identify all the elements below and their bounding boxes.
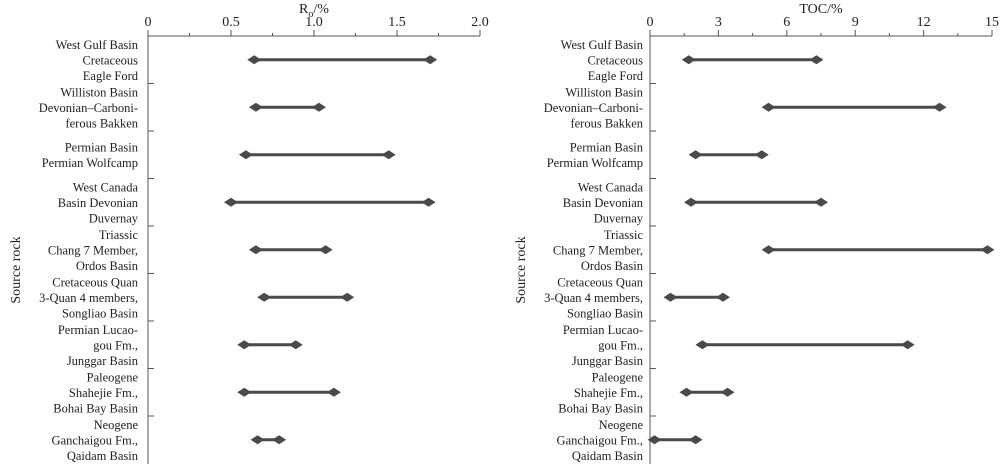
range-max-marker bbox=[715, 292, 730, 302]
y-axis-title: Source rock bbox=[514, 236, 529, 303]
range-min-marker bbox=[224, 197, 238, 207]
range-min-marker bbox=[247, 55, 262, 65]
category-label: West Gulf Basin Cretaceous Eagle Ford bbox=[56, 38, 139, 83]
category-label: West Gulf Basin Cretaceous Eagle Ford bbox=[561, 38, 644, 83]
category-label: Paleogene Shahejie Fm., Bohai Bay Basin bbox=[558, 370, 643, 415]
category-label: West Canada Basin Devonian Duvernay bbox=[563, 180, 644, 225]
category-label: Permian Lucao-gou Fm., Junggar Basin bbox=[58, 323, 139, 368]
category-label: Triassic Chang 7 Member, Ordos Basin bbox=[48, 228, 139, 273]
range-max-marker bbox=[311, 102, 326, 112]
x-tick-label: 1.0 bbox=[305, 15, 323, 30]
range-min-marker bbox=[237, 387, 252, 397]
x-tick-label: 1.5 bbox=[388, 15, 406, 30]
range-min-marker bbox=[695, 340, 710, 350]
category-label: Cretaceous Quan 3-Quan 4 members, Songliao… bbox=[39, 275, 139, 320]
chart-panel-1: 0 0.5 1.0 1.5 2.0 Ro/% Source rock West Gulf Ba… bbox=[9, 2, 489, 464]
x-tick-label: 2.0 bbox=[471, 15, 489, 30]
x-tick-label: 0 bbox=[647, 15, 654, 30]
range-min-marker bbox=[248, 102, 263, 112]
range-max-marker bbox=[814, 197, 828, 207]
category-label: Neogene Ganchaigou Fm., Qaidam Basin bbox=[52, 418, 139, 463]
category-label: Williston Basin Devonian–Carboni-ferous B… bbox=[39, 85, 139, 130]
range-max-marker bbox=[272, 435, 287, 445]
range-max-marker bbox=[932, 102, 947, 112]
range-min-marker bbox=[679, 387, 694, 397]
range-max-marker bbox=[326, 387, 341, 397]
range-min-marker bbox=[761, 245, 776, 255]
category-label: Paleogene Shahejie Fm., Bohai Bay Basin bbox=[53, 370, 138, 415]
category-label: West Canada Basin Devonian Duvernay bbox=[58, 180, 139, 225]
range-max-marker bbox=[809, 55, 824, 65]
range-max-marker bbox=[423, 55, 438, 65]
range-min-marker bbox=[688, 150, 703, 160]
range-max-marker bbox=[340, 292, 355, 302]
range-min-marker bbox=[250, 435, 265, 445]
range-min-marker bbox=[761, 102, 776, 112]
range-min-marker bbox=[663, 292, 678, 302]
range-min-marker bbox=[257, 292, 272, 302]
x-tick-label: 15 bbox=[985, 15, 999, 30]
x-tick-label: 6 bbox=[783, 15, 790, 30]
range-min-marker bbox=[238, 150, 253, 160]
range-min-marker bbox=[681, 55, 696, 65]
category-label: Neogene Ganchaigou Fm., Qaidam Basin bbox=[557, 418, 644, 463]
x-tick-label: 12 bbox=[917, 15, 931, 30]
category-label: Permian Basin Permian Wolfcamp bbox=[547, 141, 644, 171]
range-max-marker bbox=[720, 387, 735, 397]
chart-panel-2: 0 3 6 9 12 15 TOC/% Source rock West Gulf Basin C… bbox=[514, 2, 999, 464]
range-max-marker bbox=[421, 197, 436, 207]
range-min-marker bbox=[237, 340, 252, 350]
category-label: Cretaceous Quan 3-Quan 4 members, Songliao… bbox=[544, 275, 644, 320]
category-label: Permian Basin Permian Wolfcamp bbox=[42, 141, 139, 171]
range-max-marker bbox=[688, 435, 703, 445]
y-axis-title: Source rock bbox=[9, 236, 24, 303]
range-max-marker bbox=[900, 340, 915, 350]
category-label: Triassic Chang 7 Member, Ordos Basin bbox=[553, 228, 644, 273]
range-min-marker bbox=[647, 435, 662, 445]
range-max-marker bbox=[288, 340, 303, 350]
x-tick-label: 9 bbox=[852, 15, 859, 30]
x-axis-title: TOC/% bbox=[799, 2, 843, 17]
x-tick-label: 3 bbox=[715, 15, 722, 30]
x-tick-label: 0.5 bbox=[222, 15, 240, 30]
range-max-marker bbox=[381, 150, 396, 160]
x-tick-label: 0 bbox=[145, 15, 152, 30]
range-max-marker bbox=[318, 245, 333, 255]
range-max-marker bbox=[980, 245, 995, 255]
range-min-marker bbox=[684, 197, 699, 207]
x-axis-title: Ro/% bbox=[299, 2, 329, 20]
category-label: Permian Lucao-gou Fm., Junggar Basin bbox=[563, 323, 644, 368]
category-label: Williston Basin Devonian–Carboni-ferous B… bbox=[544, 85, 644, 130]
range-max-marker bbox=[754, 150, 769, 160]
range-min-marker bbox=[248, 245, 263, 255]
